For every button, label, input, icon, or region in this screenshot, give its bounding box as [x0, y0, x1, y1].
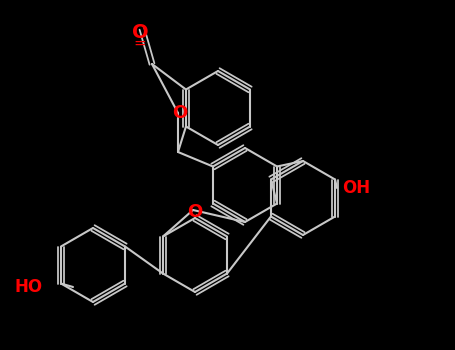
Text: O: O — [172, 104, 187, 122]
Text: O: O — [187, 203, 202, 221]
Text: HO: HO — [15, 278, 43, 296]
Text: O: O — [131, 22, 148, 42]
Text: =: = — [134, 35, 147, 50]
Text: OH: OH — [342, 179, 370, 197]
